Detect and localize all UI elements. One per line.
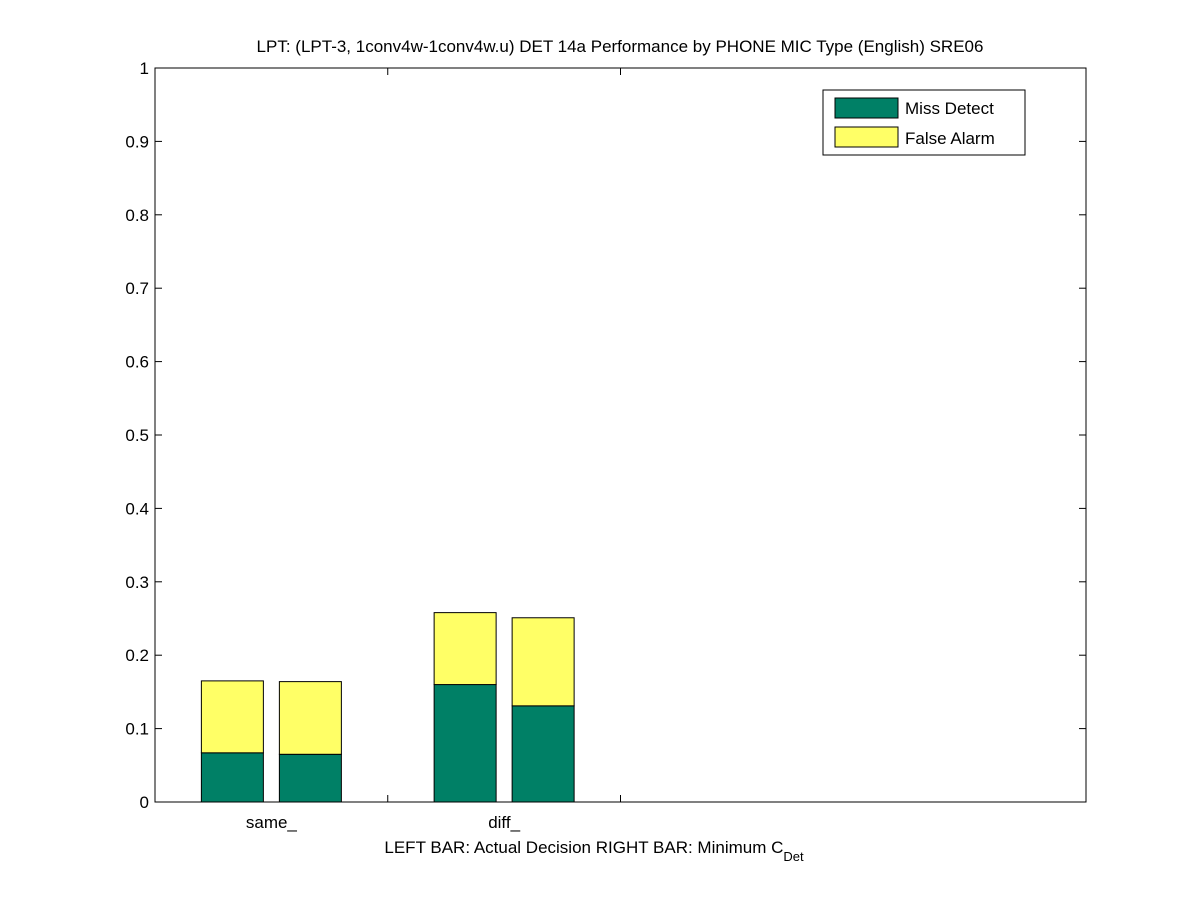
bar-miss-detect-same-actual bbox=[200, 752, 264, 803]
y-tick-label: 0.2 bbox=[125, 646, 149, 665]
legend-swatch-false-alarm bbox=[834, 126, 899, 148]
y-tick-label: 0.1 bbox=[125, 720, 149, 739]
bar-miss-detect-diff-min bbox=[511, 705, 575, 803]
y-tick-label: 0 bbox=[140, 793, 149, 812]
y-tick-label: 0.8 bbox=[125, 206, 149, 225]
bar-miss-detect-same-min bbox=[278, 753, 342, 803]
x-axis-label-text: LEFT BAR: Actual Decision RIGHT BAR: Min… bbox=[384, 838, 783, 857]
y-tick-label: 0.5 bbox=[125, 426, 149, 445]
x-tick-label: diff_ bbox=[488, 813, 520, 832]
y-tick-label: 0.3 bbox=[125, 573, 149, 592]
y-tick-label: 1 bbox=[140, 59, 149, 78]
axis-ticks: 0 0.1 0.2 0.3 0.4 0.5 0.6 0.7 0.8 0.9 1 same_ diff_ bbox=[125, 59, 1086, 832]
x-axis-label: LEFT BAR: Actual Decision RIGHT BAR: Min… bbox=[384, 838, 804, 864]
bars bbox=[200, 612, 575, 803]
bar-miss-detect-diff-actual bbox=[433, 684, 497, 803]
plot-area bbox=[154, 67, 1087, 803]
bar-false-alarm-same-actual bbox=[200, 680, 264, 754]
x-axis-label-subscript: Det bbox=[783, 849, 804, 864]
y-tick-label: 0.4 bbox=[125, 499, 149, 518]
legend-label-false-alarm: False Alarm bbox=[905, 129, 995, 148]
y-tick-label: 0.6 bbox=[125, 353, 149, 372]
y-tick-label: 0.9 bbox=[125, 132, 149, 151]
bar-false-alarm-same-min bbox=[278, 681, 342, 755]
legend: Miss Detect False Alarm bbox=[822, 89, 1026, 156]
y-tick-label: 0.7 bbox=[125, 279, 149, 298]
legend-swatch-miss-detect bbox=[834, 97, 899, 119]
x-tick-label: same_ bbox=[246, 813, 298, 832]
chart-title: LPT: (LPT-3, 1conv4w-1conv4w.u) DET 14a … bbox=[257, 37, 984, 56]
bar-false-alarm-diff-min bbox=[511, 617, 575, 707]
legend-label-miss-detect: Miss Detect bbox=[905, 99, 994, 118]
bar-false-alarm-diff-actual bbox=[433, 612, 497, 686]
